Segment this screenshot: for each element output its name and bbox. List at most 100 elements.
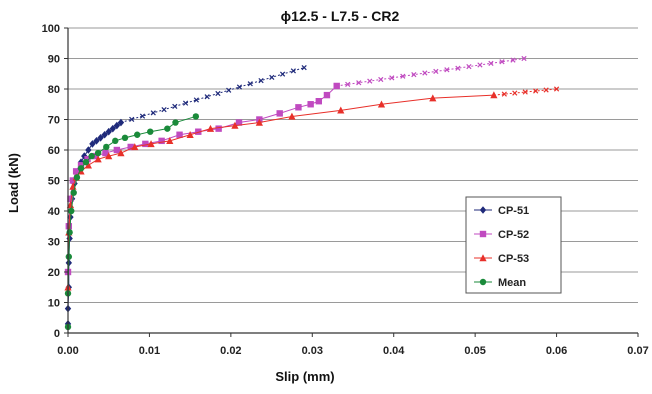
series-extension-marker-stroke bbox=[553, 86, 560, 92]
series-extension-marker bbox=[501, 91, 507, 97]
data-point bbox=[85, 146, 92, 154]
data-point bbox=[429, 94, 437, 102]
series-line bbox=[67, 122, 122, 324]
series-extension-marker bbox=[182, 100, 189, 106]
data-point bbox=[288, 112, 296, 120]
series-extension-marker-stroke bbox=[269, 74, 275, 80]
data-point bbox=[88, 152, 95, 160]
series-extension-marker bbox=[150, 110, 156, 116]
series-extension-marker-stroke bbox=[204, 94, 210, 100]
series-extension-marker-stroke bbox=[247, 81, 253, 87]
data-point bbox=[94, 149, 102, 157]
series-extension-marker bbox=[236, 84, 243, 90]
data-point bbox=[164, 125, 171, 132]
data-point bbox=[276, 110, 283, 117]
data-point bbox=[231, 121, 239, 129]
y-tick-label: 30 bbox=[48, 237, 60, 249]
series-extension-marker-stroke bbox=[444, 67, 450, 73]
data-point bbox=[72, 168, 80, 175]
series-extension-marker bbox=[172, 103, 178, 110]
series-extension-marker bbox=[345, 81, 351, 87]
series-extension-marker-stroke bbox=[543, 87, 549, 93]
legend-box bbox=[465, 196, 562, 294]
data-point bbox=[255, 118, 263, 126]
data-point bbox=[68, 207, 75, 215]
data-point bbox=[113, 146, 121, 154]
data-point bbox=[195, 128, 202, 135]
series-extension-marker-stroke bbox=[510, 57, 516, 63]
legend-swatch-marker bbox=[479, 206, 487, 214]
series-extension-marker bbox=[215, 90, 221, 97]
data-point bbox=[235, 119, 243, 126]
series-extension-marker-stroke bbox=[226, 87, 232, 93]
series-extension-marker-stroke bbox=[172, 103, 178, 110]
data-point bbox=[97, 134, 104, 142]
y-tick-label: 80 bbox=[48, 84, 60, 96]
data-point bbox=[109, 124, 116, 133]
data-point bbox=[192, 113, 200, 120]
series-extension-marker bbox=[269, 74, 275, 80]
data-point bbox=[82, 159, 90, 166]
series-extension-marker bbox=[389, 75, 395, 81]
series-extension-marker bbox=[301, 65, 307, 71]
data-point bbox=[131, 143, 139, 151]
series-extension-marker bbox=[553, 86, 560, 92]
data-point bbox=[113, 121, 121, 130]
y-tick-label: 0 bbox=[54, 328, 60, 340]
series-extension-marker bbox=[543, 87, 549, 93]
plot-area bbox=[64, 55, 560, 331]
series-extension-marker bbox=[226, 87, 232, 93]
data-point bbox=[490, 91, 498, 99]
legend-entry: CP-53 bbox=[498, 253, 529, 265]
series-extension-marker-stroke bbox=[433, 68, 439, 75]
y-tick-label: 20 bbox=[48, 267, 60, 279]
series-extension-marker-stroke bbox=[139, 113, 146, 119]
y-tick-label: 70 bbox=[48, 115, 60, 127]
x-tick-label: 0.04 bbox=[383, 345, 405, 357]
data-point bbox=[127, 143, 134, 151]
data-point bbox=[333, 82, 340, 90]
data-point bbox=[172, 119, 179, 126]
data-point bbox=[121, 134, 129, 141]
series-extension-marker-stroke bbox=[455, 65, 461, 71]
series-extension-marker bbox=[193, 97, 199, 103]
series-extension-marker bbox=[161, 107, 167, 113]
series-extension-line bbox=[336, 58, 525, 87]
series-extension-marker-stroke bbox=[345, 81, 351, 87]
series-line bbox=[67, 94, 494, 288]
data-point bbox=[67, 195, 74, 202]
legend-swatch-marker bbox=[479, 254, 487, 262]
legend-swatch-marker bbox=[479, 230, 487, 238]
series-extension-marker bbox=[400, 73, 406, 79]
series-extension-marker bbox=[356, 80, 362, 86]
data-point bbox=[81, 152, 88, 160]
legend-swatch-marker bbox=[479, 278, 487, 286]
series-extension-marker-stroke bbox=[182, 100, 189, 106]
series-extension-marker bbox=[378, 76, 384, 83]
data-point bbox=[105, 127, 112, 136]
series-extension-marker-stroke bbox=[533, 88, 539, 94]
series-extension-marker-stroke bbox=[522, 89, 528, 95]
series-extension-marker bbox=[433, 68, 439, 75]
series-extension-marker bbox=[279, 71, 286, 77]
data-point bbox=[84, 161, 92, 169]
series-extension-marker-stroke bbox=[258, 77, 264, 84]
y-tick-label: 10 bbox=[48, 298, 60, 310]
x-tick-label: 0.05 bbox=[464, 345, 485, 357]
data-point bbox=[102, 149, 109, 157]
series-extension-marker bbox=[422, 70, 428, 76]
y-tick-label: 60 bbox=[48, 145, 60, 157]
x-tick-label: 0.07 bbox=[627, 345, 648, 357]
x-axis-title: Slip (mm) bbox=[275, 369, 334, 384]
data-point bbox=[147, 140, 155, 148]
series-extension-marker bbox=[510, 57, 516, 63]
series-extension-marker-stroke bbox=[356, 80, 362, 86]
series-extension-marker-stroke bbox=[161, 107, 167, 113]
data-point bbox=[158, 137, 165, 145]
data-point bbox=[105, 152, 113, 160]
legend-entry: Mean bbox=[498, 277, 526, 289]
series-extension-marker bbox=[204, 94, 210, 100]
series-extension-marker-stroke bbox=[193, 97, 199, 103]
series-extension-marker-stroke bbox=[477, 62, 483, 68]
data-point bbox=[323, 91, 331, 99]
